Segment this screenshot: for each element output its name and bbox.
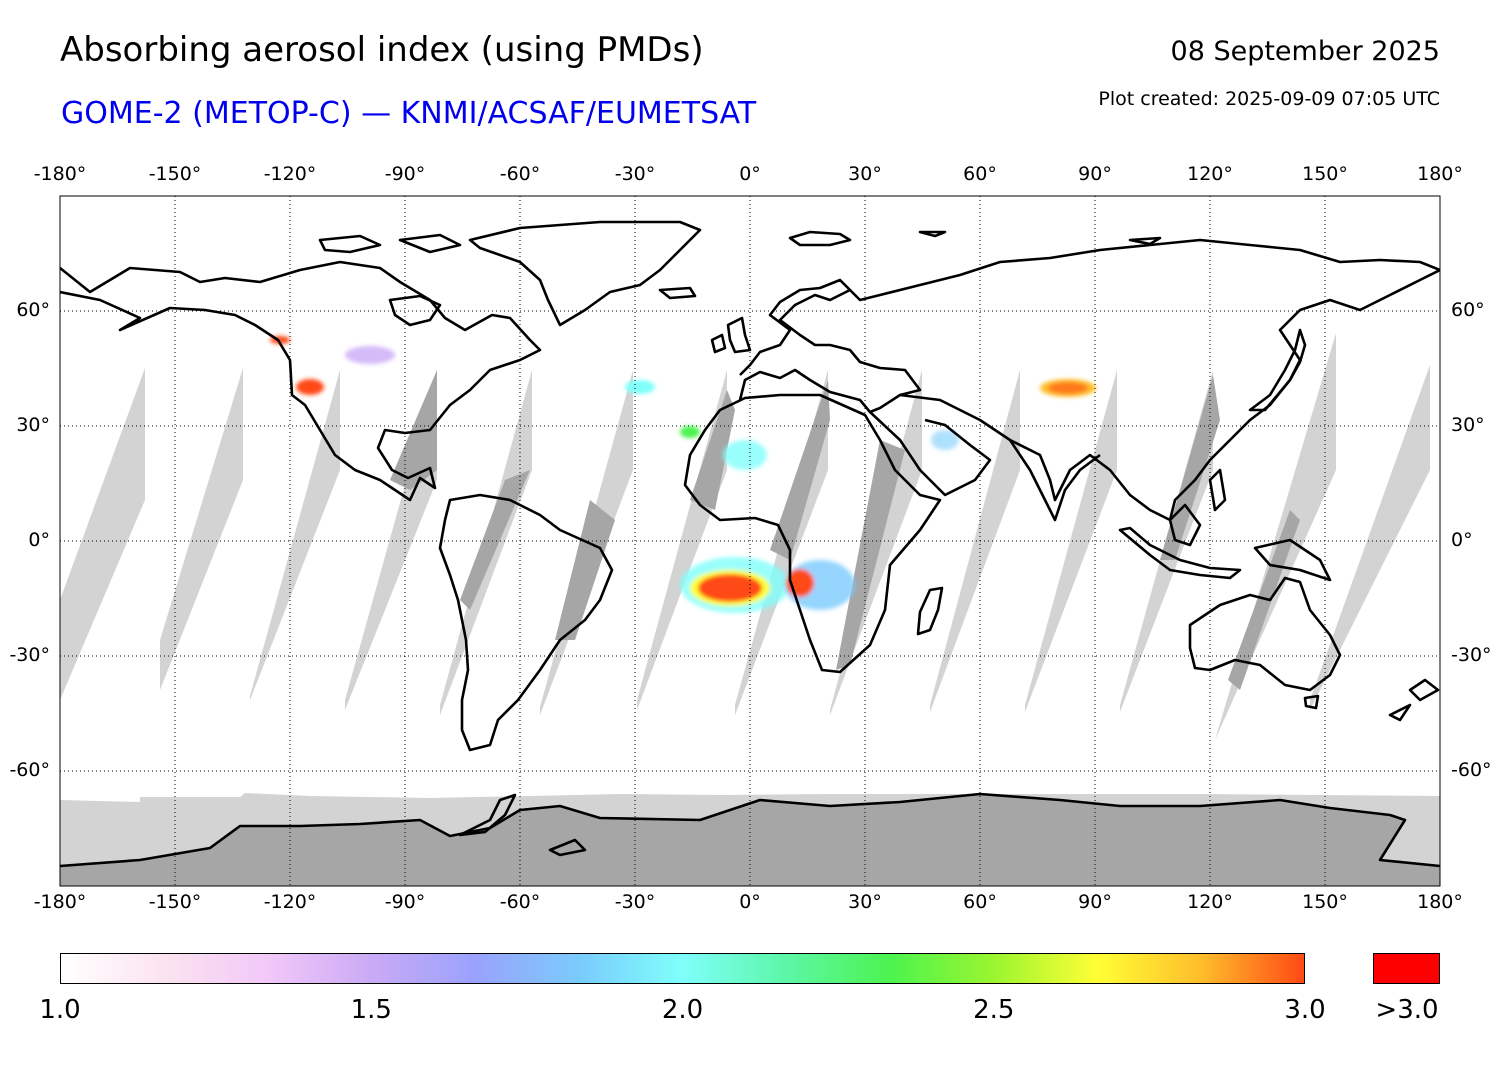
longitude-tick-label: 90° xyxy=(1078,891,1112,913)
colorbar-over-label: >3.0 xyxy=(1375,995,1439,1025)
longitude-tick-label: -150° xyxy=(148,891,202,913)
graticule xyxy=(60,196,1440,886)
longitude-tick-label: 0° xyxy=(739,891,761,913)
swath-land-overlap xyxy=(390,370,1300,690)
longitude-tick-label: 180° xyxy=(1417,891,1463,913)
longitude-tick-label: 0° xyxy=(739,163,761,185)
latitude-tick-label: -60° xyxy=(1451,759,1492,781)
colorbar-tick-label: 1.0 xyxy=(39,995,81,1025)
longitude-tick-label: 120° xyxy=(1187,891,1233,913)
longitude-tick-label: 120° xyxy=(1187,163,1233,185)
longitude-tick-label: -120° xyxy=(263,891,317,913)
longitude-tick-label: -120° xyxy=(263,163,317,185)
longitude-tick-label: -60° xyxy=(499,891,541,913)
longitude-tick-label: 60° xyxy=(963,891,997,913)
latitude-tick-label: 60° xyxy=(16,299,50,321)
latitude-tick-label: 0° xyxy=(1451,529,1473,551)
longitude-tick-label: -180° xyxy=(33,163,87,185)
longitude-tick-label: -30° xyxy=(614,163,656,185)
latitude-tick-label: -30° xyxy=(1451,644,1492,666)
latitude-tick-label: 30° xyxy=(16,414,50,436)
colorbar-gradient xyxy=(60,953,1305,984)
map-frame xyxy=(59,195,1441,887)
colorbar-over-range-swatch xyxy=(1373,953,1440,984)
longitude-tick-label: -90° xyxy=(384,891,426,913)
longitude-tick-label: 150° xyxy=(1302,891,1348,913)
longitude-tick-label: -60° xyxy=(499,163,541,185)
longitude-tick-label: -150° xyxy=(148,163,202,185)
longitude-tick-label: 30° xyxy=(848,891,882,913)
colorbar-tick-label: 2.5 xyxy=(973,995,1015,1025)
chart-title: Absorbing aerosol index (using PMDs) xyxy=(60,30,704,70)
longitude-tick-label: 180° xyxy=(1417,163,1463,185)
longitude-tick-label: 150° xyxy=(1302,163,1348,185)
latitude-tick-label: -30° xyxy=(9,644,50,666)
longitude-tick-label: -180° xyxy=(33,891,87,913)
latitude-tick-label: -60° xyxy=(9,759,50,781)
longitude-tick-label: 30° xyxy=(848,163,882,185)
longitude-tick-label: 90° xyxy=(1078,163,1112,185)
latitude-tick-label: 30° xyxy=(1451,414,1485,436)
longitude-tick-label: -30° xyxy=(614,891,656,913)
colorbar-tick-label: 2.0 xyxy=(661,995,704,1025)
colorbar-tick-label: 3.0 xyxy=(1284,995,1326,1025)
longitude-tick-label: 60° xyxy=(963,163,997,185)
latitude-tick-label: 0° xyxy=(28,529,50,551)
plot-date: 08 September 2025 xyxy=(1170,36,1440,67)
latitude-tick-label: 60° xyxy=(1451,299,1485,321)
longitude-tick-label: -90° xyxy=(384,163,426,185)
plot-created-timestamp: Plot created: 2025-09-09 07:05 UTC xyxy=(1098,88,1440,110)
colorbar-tick-label: 1.5 xyxy=(350,995,392,1025)
chart-subtitle: GOME-2 (METOP-C) — KNMI/ACSAF/EUMETSAT xyxy=(61,96,757,131)
coastlines xyxy=(60,220,1440,868)
